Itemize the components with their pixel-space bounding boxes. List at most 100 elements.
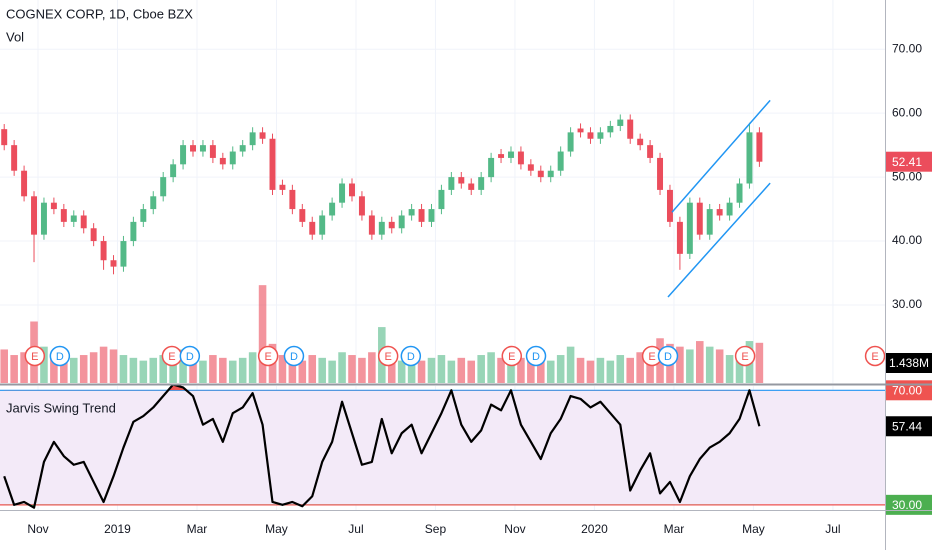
- volume-bar: [248, 352, 257, 383]
- volume-bar: [437, 355, 446, 383]
- candle-body: [716, 209, 723, 216]
- candle-body: [219, 157, 226, 165]
- event-marker: [257, 345, 279, 367]
- volume-bar: [596, 357, 605, 383]
- candle-body: [696, 202, 703, 235]
- volume-bar: [467, 360, 476, 383]
- candle-body: [249, 132, 256, 146]
- event-label: E: [264, 351, 271, 363]
- candle-body: [448, 177, 455, 190]
- x-tick-label: May: [265, 522, 288, 536]
- x-tick-label: May: [742, 522, 765, 536]
- volume-bar: [10, 355, 18, 383]
- candle-body: [349, 183, 355, 197]
- event-label: E: [508, 351, 515, 363]
- volume-bar: [735, 352, 744, 383]
- candle-body: [488, 157, 495, 178]
- event-label: E: [31, 351, 38, 363]
- volume-bar: [556, 355, 565, 383]
- candle-body: [239, 145, 246, 152]
- event-marker: [657, 345, 679, 367]
- x-tick-label: Jul: [825, 522, 840, 536]
- candle-body: [517, 151, 524, 165]
- candle-body: [617, 119, 624, 126]
- volume-bar: [537, 357, 545, 383]
- indicator-last-label: 57.44: [892, 419, 922, 433]
- volume-bar: [169, 360, 177, 383]
- candle-body: [80, 215, 87, 229]
- candle-body: [557, 151, 564, 171]
- volume-bar: [79, 355, 88, 383]
- volume-bar: [586, 360, 595, 383]
- y-tick-label: 30.00: [892, 297, 922, 311]
- candle-body: [537, 170, 544, 178]
- candle-body: [428, 209, 435, 222]
- candle-body: [110, 260, 117, 267]
- last-price-label: 52.41: [892, 155, 922, 169]
- volume-bar: [189, 357, 197, 383]
- candle-body: [458, 177, 465, 184]
- volume-bar: [338, 352, 346, 383]
- candle-body: [21, 170, 28, 197]
- candle-body: [150, 196, 157, 210]
- event-label: D: [532, 351, 540, 363]
- volume-bar: [487, 352, 495, 383]
- volume-bar: [20, 352, 28, 383]
- candle-body: [209, 145, 216, 158]
- volume-legend: Vol: [6, 29, 24, 44]
- event-label: E: [648, 351, 655, 363]
- volume-bar: [715, 349, 724, 383]
- volume-bar: [626, 357, 634, 383]
- volume-bar: [447, 360, 456, 383]
- candle-body: [199, 145, 206, 152]
- volume-bar: [636, 352, 644, 383]
- event-marker: [179, 345, 201, 367]
- event-marker: [734, 345, 756, 367]
- volume-bar: [139, 360, 148, 383]
- indicator-line: [3, 383, 761, 509]
- y-tick-label: 50.00: [892, 169, 922, 183]
- volume-bar: [308, 355, 317, 383]
- candle-body: [438, 189, 445, 210]
- x-tick-label: Jul: [348, 522, 363, 536]
- candle-body: [289, 189, 296, 210]
- volume-bar: [109, 349, 118, 383]
- candle-body: [120, 241, 127, 267]
- candle-body: [666, 189, 673, 222]
- x-tick-label: Nov: [504, 522, 525, 536]
- volume-bar: [358, 357, 366, 383]
- volume-bar: [576, 357, 585, 383]
- candle-body: [726, 202, 733, 216]
- x-tick-label: 2019: [104, 522, 131, 536]
- volume-bar: [69, 357, 78, 383]
- volume-bar: [40, 346, 48, 383]
- candle-body: [756, 132, 763, 162]
- candle-body: [657, 157, 664, 190]
- candle-body: [160, 177, 167, 197]
- volume-bar: [686, 349, 694, 383]
- volume-bar: [527, 360, 535, 383]
- volume-bar: [705, 346, 714, 383]
- candle-body: [140, 209, 147, 222]
- candle-body: [627, 119, 634, 139]
- volume-bar: [209, 355, 217, 383]
- event-label: D: [407, 351, 415, 363]
- volume-bar: [477, 355, 485, 383]
- candle-body: [259, 132, 266, 139]
- volume-bar: [427, 357, 436, 383]
- candle-body: [388, 221, 395, 229]
- candle-body: [170, 164, 177, 178]
- event-label: E: [871, 351, 878, 363]
- indicator-band: [0, 390, 885, 505]
- y-tick-label: 40.00: [892, 233, 922, 247]
- volume-bar: [258, 285, 267, 383]
- event-label: D: [290, 351, 298, 363]
- last-volume-box: [886, 353, 932, 373]
- candle-body: [100, 241, 107, 261]
- candle-body: [468, 183, 475, 190]
- event-label: D: [664, 351, 672, 363]
- event-label: E: [741, 351, 748, 363]
- candle-body: [736, 183, 743, 203]
- volume-bar: [328, 360, 336, 383]
